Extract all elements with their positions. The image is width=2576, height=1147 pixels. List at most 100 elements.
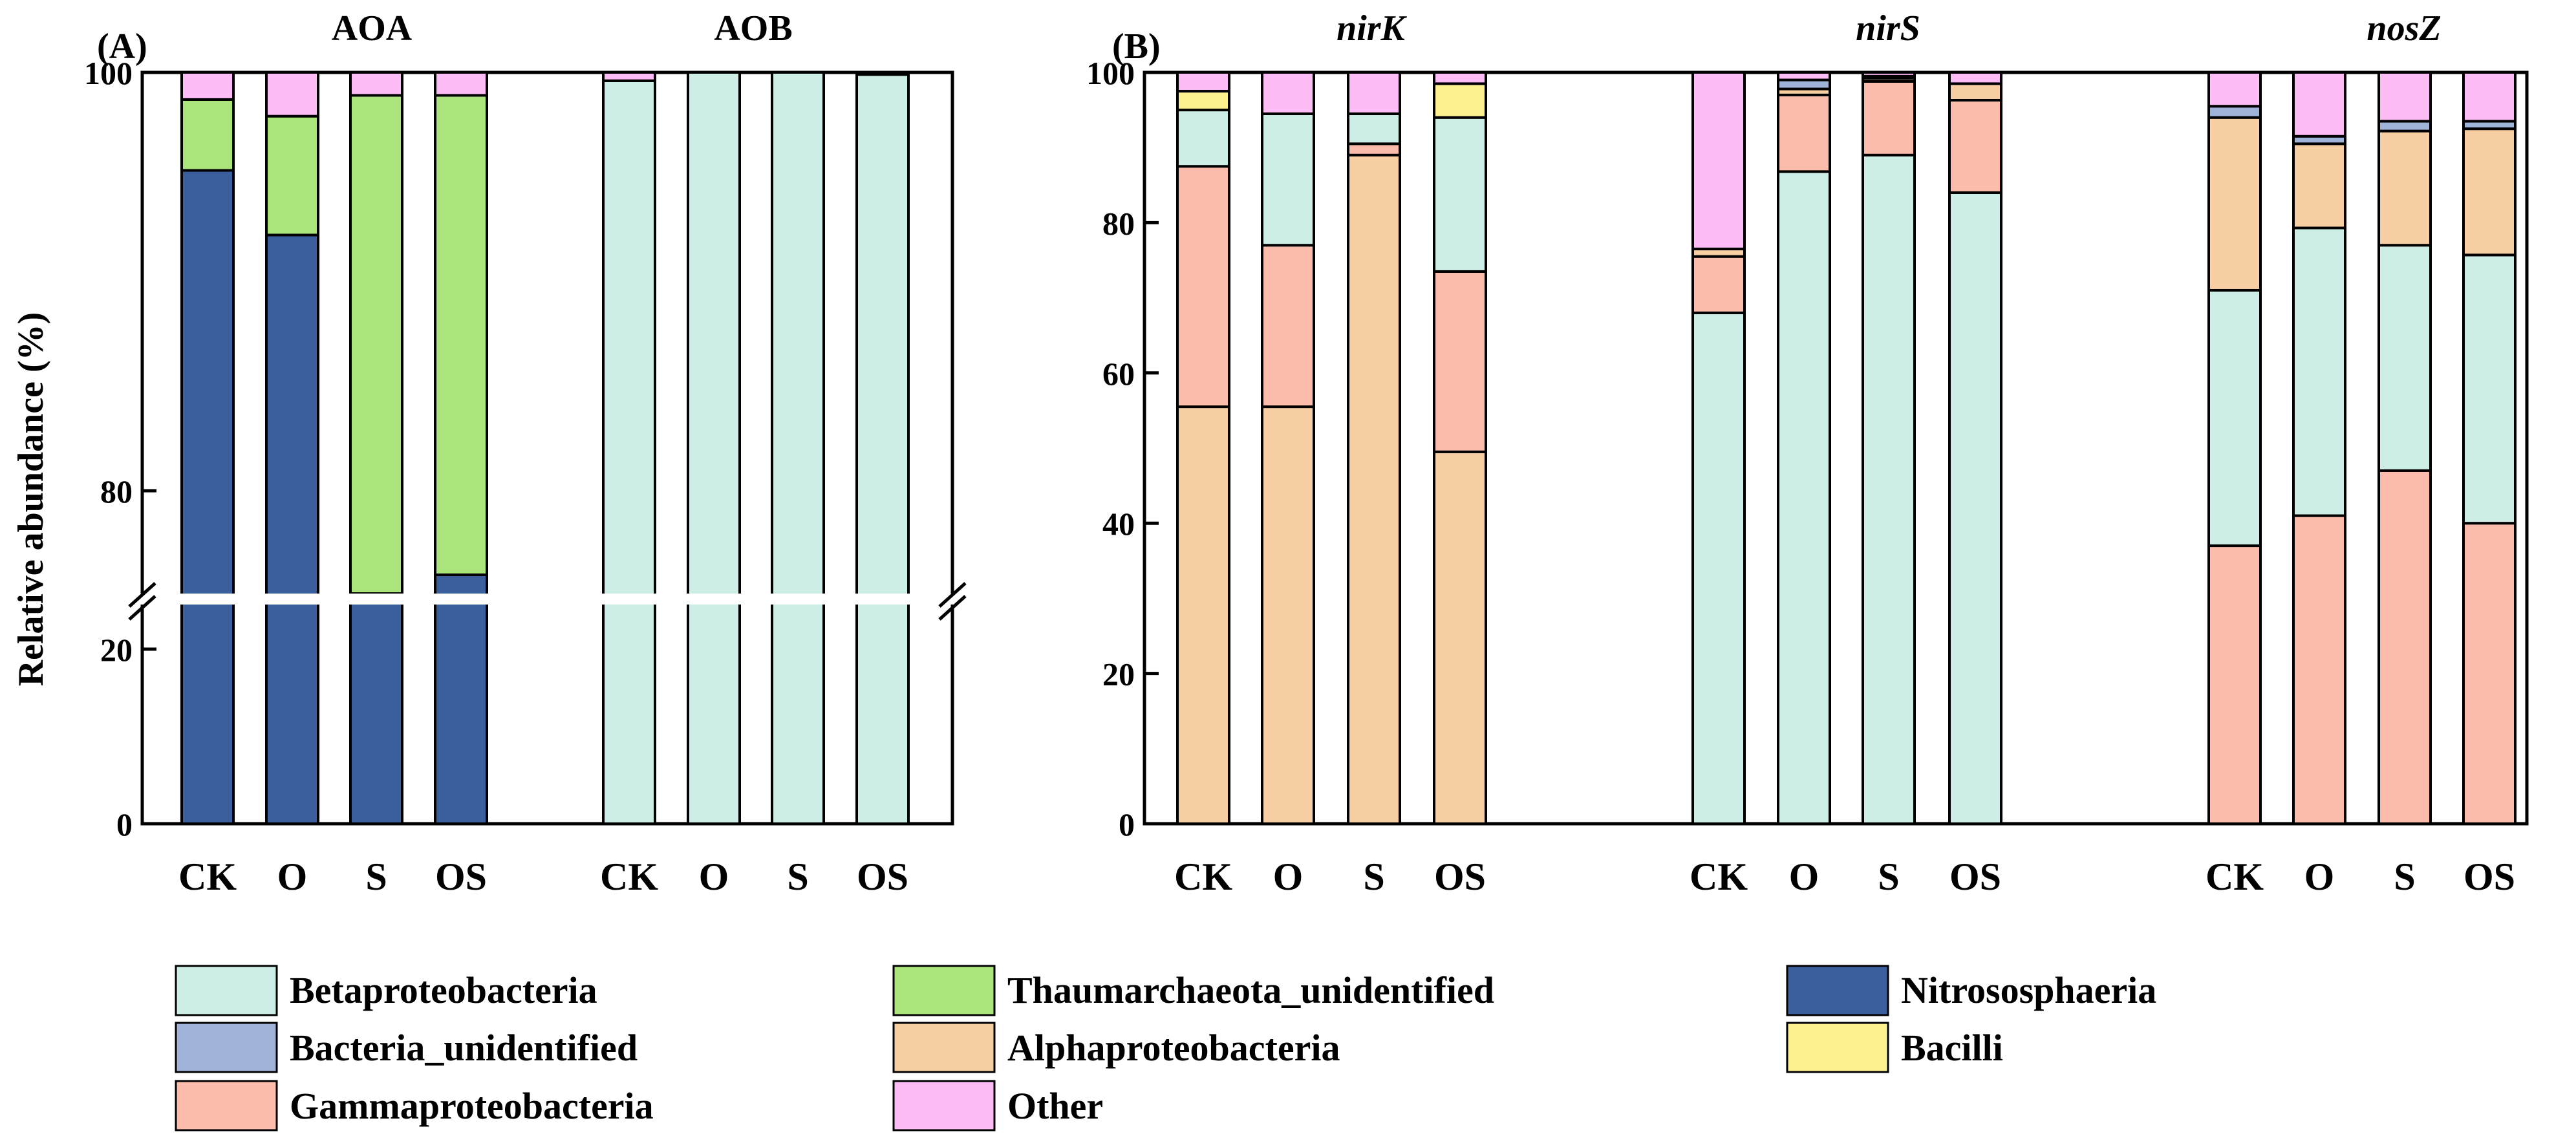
bar-aoa-ck-other [180,71,235,101]
bar-nirk-os-gammaproteobacteria [1433,270,1487,453]
category-label-nosz-s: S [2394,855,2415,898]
legend-swatch-betaproteobacteria [175,965,278,1016]
category-label-nirk-s: S [1363,855,1384,898]
bar-aoa-o-other [265,71,319,118]
bar-nirs-os-alphaproteobacteria [1948,82,2002,102]
bar-nirs-o-betaproteobacteria [1777,170,1831,826]
bar-nirk-ck-bacilli [1176,90,1230,112]
bar-nirs-s-other [1862,71,1916,78]
category-label-nirk-o: O [1273,855,1304,898]
bar-nirs-ck-other [1691,71,1746,251]
bar-nosz-os-gammaproteobacteria [2462,522,2517,825]
group-title-aoa: AOA [332,8,413,48]
bar-aob-os-other [855,71,910,76]
axis-break-mark-left-top [128,582,156,608]
category-label-nosz-os: OS [2463,855,2515,898]
bar-aoa-ck-thaumarchaeota-unidentified [180,98,235,172]
axis-break-band [138,594,957,605]
bar-nirs-s-gammaproteobacteria [1862,80,1916,156]
legend-swatch-nitrososphaeria [1786,965,1889,1016]
category-label-aoa-o: O [277,855,308,898]
legend-label-thaumarchaeota: Thaumarchaeota_unidentified [1007,969,1494,1011]
bar-aoa-s-thaumarchaeota-unidentified [349,94,403,595]
legend-swatch-alphaproteobacteria [892,1022,996,1073]
legend-label-gammaproteobacteria: Gammaproteobacteria [290,1085,654,1127]
bar-nosz-o-alphaproteobacteria [2292,142,2346,230]
bar-nirs-os-gammaproteobacteria [1948,98,2002,194]
bar-aoa-os-thaumarchaeota-unidentified [434,94,488,576]
y-tick-label-b-40: 40 [1102,506,1135,542]
bar-nirk-os-bacilli [1433,82,1487,119]
bar-aob-ck-other [602,71,656,82]
panel-b-bars [1176,71,2517,826]
bar-nirk-o-betaproteobacteria [1261,112,1315,247]
axis-break-mark-right-bottom [938,595,967,621]
group-title-nirk: nirK [1336,8,1407,48]
bar-nirk-s-other [1347,71,1401,115]
category-label-aob-os: OS [857,855,908,898]
panel-b-frame [1143,70,2529,826]
category-labels: CK O S OS CK O S OS CK O S OS CK O S OS CK O S OS [178,855,2515,898]
panel-a-frame [140,70,954,826]
bar-nosz-ck-alphaproteobacteria [2207,116,2262,292]
bar-nirs-ck-gammaproteobacteria [1691,255,1746,314]
bar-aob-s-betaproteobacteria [771,71,825,825]
y-tick-label-b-80: 80 [1102,205,1135,241]
bar-nirk-os-alphaproteobacteria [1433,450,1487,825]
category-label-nirs-ck: CK [1690,855,1748,898]
category-label-nirk-os: OS [1434,855,1486,898]
legend-label-betaproteobacteria: Betaproteobacteria [290,969,597,1011]
legend-label-bacteria-unidentified: Bacteria_unidentified [290,1027,638,1069]
category-label-nirs-os: OS [1949,855,2001,898]
panel-label-b: (B) [1112,27,1161,67]
bar-aoa-os-other [434,71,488,97]
panel-a-bars [180,71,910,826]
group-title-aob: AOB [714,8,792,48]
bar-nosz-s-betaproteobacteria [2377,244,2432,472]
legend-swatch-bacilli [1786,1022,1889,1073]
axis-break-mark-right-top [938,582,967,608]
bar-nirs-o-bacteria-unidentified [1777,78,1831,91]
category-label-aob-ck: CK [600,855,658,898]
category-label-nirs-o: O [1789,855,1819,898]
bar-nosz-o-other [2292,71,2346,138]
bar-nirs-o-gammaproteobacteria [1777,93,1831,173]
bar-nirs-o-other [1777,71,1831,81]
bar-nirk-s-alphaproteobacteria [1347,153,1401,826]
category-label-aob-s: S [787,855,808,898]
bar-nosz-o-betaproteobacteria [2292,226,2346,517]
panel-b: 0 20 40 60 80 100 [1086,55,2529,842]
legend-swatch-thaumarchaeota [892,965,996,1016]
panel-label-a: (A) [97,27,147,67]
bar-nosz-os-other [2462,71,2517,123]
legend-label-alphaproteobacteria: Alphaproteobacteria [1007,1027,1340,1069]
category-label-aoa-s: S [365,855,387,898]
category-label-nirk-ck: CK [1174,855,1232,898]
bar-nirk-s-betaproteobacteria [1347,112,1401,145]
y-tick-label-100: 100 [84,55,133,91]
y-tick-label-20: 20 [100,632,133,668]
bar-nosz-ck-betaproteobacteria [2207,288,2262,548]
bar-aoa-s-other [349,71,403,97]
category-label-aob-o: O [699,855,729,898]
panel-a: 0 20 80 100 [84,55,967,842]
y-axis-label: Relative abundance (%) [11,312,51,687]
bar-aoa-o-thaumarchaeota-unidentified [265,114,319,237]
legend-label-nitrososphaeria: Nitrososphaeria [1901,969,2156,1011]
bar-nosz-os-betaproteobacteria [2462,253,2517,525]
bar-aoa-ck-nitrososphaeria [180,169,235,825]
y-tick-label-b-60: 60 [1102,356,1135,392]
bar-nosz-os-alphaproteobacteria [2462,127,2517,257]
bar-nirk-ck-alphaproteobacteria [1176,405,1230,825]
bar-nirk-ck-betaproteobacteria [1176,109,1230,168]
y-tick-label-80: 80 [100,473,133,509]
group-title-nosz: nosZ [2367,8,2441,48]
bar-nirk-s-gammaproteobacteria [1347,142,1401,156]
y-tick-label-b-20: 20 [1102,656,1135,692]
bar-aoa-s-nitrososphaeria [349,592,403,825]
bar-nirk-o-gammaproteobacteria [1261,244,1315,409]
bar-nosz-ck-bacteria-unidentified [2207,105,2262,119]
bar-nosz-ck-other [2207,71,2262,108]
bar-nosz-s-bacteria-unidentified [2377,120,2432,133]
